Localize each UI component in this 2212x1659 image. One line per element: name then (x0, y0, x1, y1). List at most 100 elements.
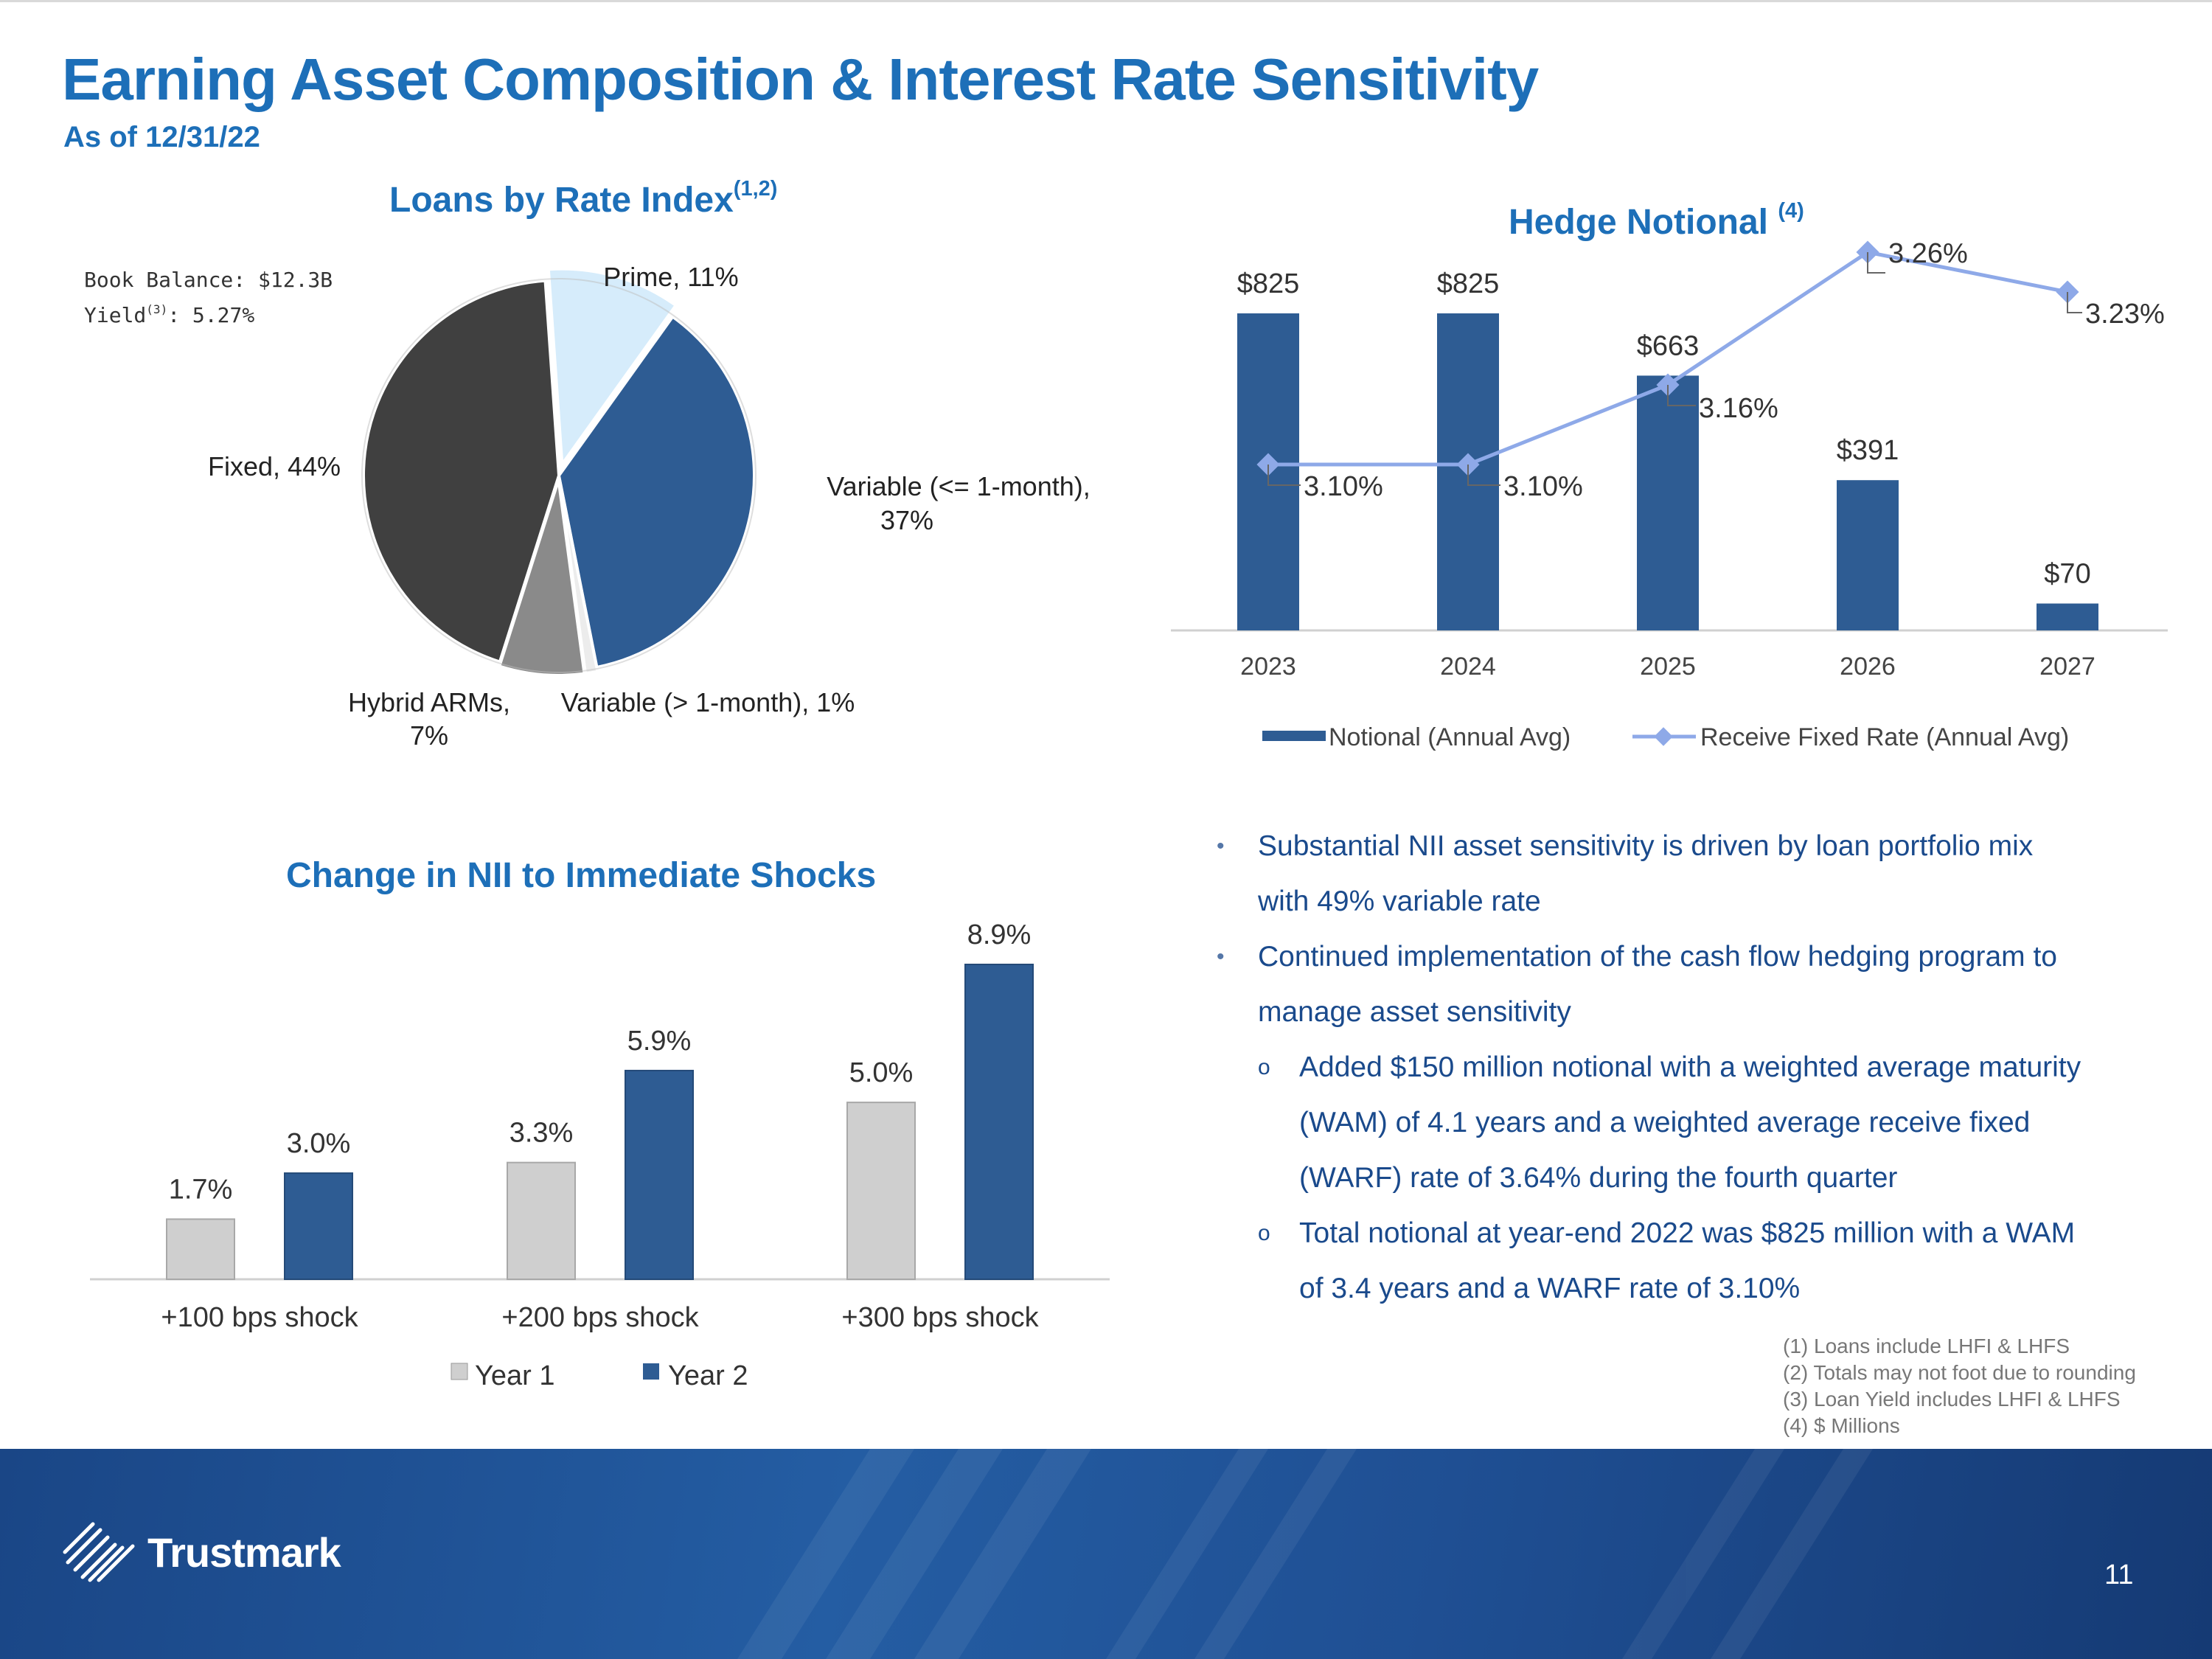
pie-slice-fixed (362, 279, 561, 664)
pie-label: Prime, 11% (603, 262, 738, 292)
nii-bar-label: 3.3% (509, 1118, 574, 1149)
footnote: (1) Loans include LHFI & LHFS (1783, 1335, 2070, 1357)
sub-bullet-item-cont: (WAM) of 4.1 years and a weighted averag… (1217, 1095, 2160, 1150)
footnote: (3) Loan Yield includes LHFI & LHFS (1783, 1388, 2121, 1411)
pie-chart-title: Loans by Rate Index(1,2) (389, 177, 777, 220)
book-balance-block: Book Balance: $12.3B Yield(3): 5.27% (84, 265, 333, 330)
page-title: Earning Asset Composition & Interest Rat… (62, 46, 1539, 112)
hedge-tick-label: 2026 (1840, 653, 1896, 681)
hedge-rate-leader (1467, 465, 1500, 486)
sub-bullet-marker: o (1258, 1221, 1270, 1245)
hedge-rate-label: 3.10% (1503, 471, 1583, 502)
hedge-rate-label: 3.23% (2085, 299, 2165, 330)
nii-bar-label: 8.9% (967, 919, 1032, 950)
pie-slice-variable-1-month- (557, 314, 756, 669)
nii-bar-year-2 (284, 1172, 353, 1280)
bullet-item-cont: with 49% variable rate (1217, 874, 2160, 929)
sub-bullet-item-cont: (WARF) rate of 3.64% during the fourth q… (1217, 1150, 2160, 1206)
sub-bullet-item: o Total notional at year-end 2022 was $82… (1217, 1206, 2160, 1261)
nii-chart-title: Change in NII to Immediate Shocks (286, 856, 877, 895)
bullet-line: with 49% variable rate (1258, 886, 1541, 917)
hedge-title-sup: (4) (1778, 199, 1804, 223)
bullet-line: (WARF) rate of 3.64% during the fourth q… (1299, 1162, 1898, 1194)
yield-value: : 5.27% (167, 303, 255, 327)
hedge-rate-label: 3.16% (1699, 393, 1778, 424)
legend-rate-marker (1654, 727, 1673, 746)
pie-slice-hybrid-arms (497, 479, 586, 677)
yield-line: Yield(3): 5.27% (84, 295, 333, 330)
bullet-line: Added $150 million notional with a weigh… (1299, 1051, 2081, 1083)
hedge-bar-label: $663 (1637, 330, 1700, 361)
book-balance: Book Balance: $12.3B (84, 268, 333, 292)
footnote: (4) $ Millions (1783, 1414, 1900, 1437)
hedge-rate-leader (1267, 465, 1301, 486)
footnote: (2) Totals may not foot due to rounding (1783, 1361, 2136, 1384)
hedge-bar-label: $70 (2044, 559, 2090, 590)
hedge-rate-leader (2067, 292, 2082, 313)
legend-year1-swatch (451, 1363, 468, 1380)
legend-year1-text: Year 1 (475, 1360, 554, 1391)
hedge-bar-2026 (1837, 480, 1899, 630)
nii-bar-year-2 (625, 1069, 694, 1281)
hedge-tick-label: 2023 (1240, 653, 1296, 681)
sub-bullet-item: o Added $150 million notional with a weig… (1217, 1040, 2160, 1095)
nii-tick-label: +200 bps shock (501, 1302, 699, 1333)
hedge-bar-2027 (2037, 603, 2098, 630)
footnotes: (1) Loans include LHFI & LHFS (2) Totals… (1783, 1333, 2136, 1439)
bullet-item: • Continued implementation of the cash fl… (1217, 929, 2160, 984)
hedge-bar-label: $825 (1437, 268, 1500, 299)
pie-title-sup: (1,2) (733, 177, 778, 201)
hedge-tick-label: 2024 (1440, 653, 1496, 681)
pie-label: Fixed, 44% (208, 451, 341, 481)
nii-bar-year-1 (507, 1161, 576, 1281)
bullet-item: • Substantial NII asset sensitivity is dr… (1217, 818, 2160, 874)
bullet-line: of 3.4 years and a WARF rate of 3.10% (1299, 1273, 1801, 1304)
nii-tick-label: +300 bps shock (841, 1302, 1039, 1333)
sub-bullet-marker: o (1258, 1055, 1270, 1079)
bullet-item-cont: manage asset sensitivity (1217, 984, 2160, 1040)
nii-bar-label: 3.0% (287, 1128, 351, 1159)
commentary-bullets: • Substantial NII asset sensitivity is dr… (1217, 818, 2160, 1316)
legend-year2-swatch (643, 1363, 659, 1380)
nii-bar-label: 5.9% (627, 1026, 692, 1057)
pie-outline (361, 278, 757, 673)
brand-name: Trustmark (147, 1529, 341, 1576)
bullet-line: manage asset sensitivity (1258, 996, 1571, 1028)
pie-label: Variable (> 1-month), 1% (561, 687, 855, 717)
footer-decoration (737, 1449, 1873, 1659)
hedge-tick-label: 2025 (1640, 653, 1696, 681)
page-subtitle: As of 12/31/22 (63, 121, 260, 153)
pie-slice-prime (546, 267, 678, 469)
legend-notional-swatch (1262, 731, 1326, 741)
top-divider (0, 0, 2212, 2)
legend-year2-text: Year 2 (668, 1360, 748, 1391)
hedge-notional-chart: $825 2023 $825 2024 $663 2025 $391 2026 $70 2027 3… (1171, 238, 2168, 751)
bullet-line: Continued implementation of the cash flo… (1258, 941, 2057, 973)
hedge-chart-title: Hedge Notional (4) (1509, 199, 1804, 243)
hedge-rate-label: 3.26% (1888, 238, 1968, 269)
trustmark-logo-icon (63, 1522, 135, 1582)
hedge-rate-leader (1867, 252, 1885, 274)
nii-shock-chart: 1.7% 3.0% +100 bps shock 3.3% 5.9% +200 bps s… (90, 919, 1110, 1391)
hedge-tick-label: 2027 (2039, 653, 2096, 681)
sub-bullet-item-cont: of 3.4 years and a WARF rate of 3.10% (1217, 1261, 2160, 1316)
nii-bar-year-2 (964, 964, 1034, 1280)
hedge-rate-label: 3.10% (1304, 471, 1383, 502)
bullet-line: (WAM) of 4.1 years and a weighted averag… (1299, 1107, 2031, 1138)
bullet-marker: • (1217, 834, 1225, 858)
legend-notional-text: Notional (Annual Avg) (1329, 723, 1571, 751)
loans-pie-chart: Prime, 11% Variable (<= 1-month), 37% Varia… (208, 262, 1091, 751)
nii-tick-label: +100 bps shock (161, 1302, 358, 1333)
hedge-bar-label: $825 (1237, 268, 1300, 299)
pie-title-text: Loans by Rate Index (389, 181, 734, 220)
legend-rate-text: Receive Fixed Rate (Annual Avg) (1700, 723, 2069, 751)
nii-bar-label: 1.7% (169, 1174, 233, 1205)
pie-label: Hybrid ARMs, (348, 687, 510, 717)
page-number: 11 (2104, 1559, 2134, 1590)
hedge-bar-label: $391 (1837, 435, 1899, 466)
nii-bar-label: 5.0% (849, 1057, 914, 1088)
footer-band: Trustmark 11 (0, 1449, 2212, 1659)
bullet-line: Substantial NII asset sensitivity is dri… (1258, 830, 2034, 862)
yield-label: Yield (84, 303, 147, 327)
hedge-bar-2025 (1637, 375, 1699, 630)
